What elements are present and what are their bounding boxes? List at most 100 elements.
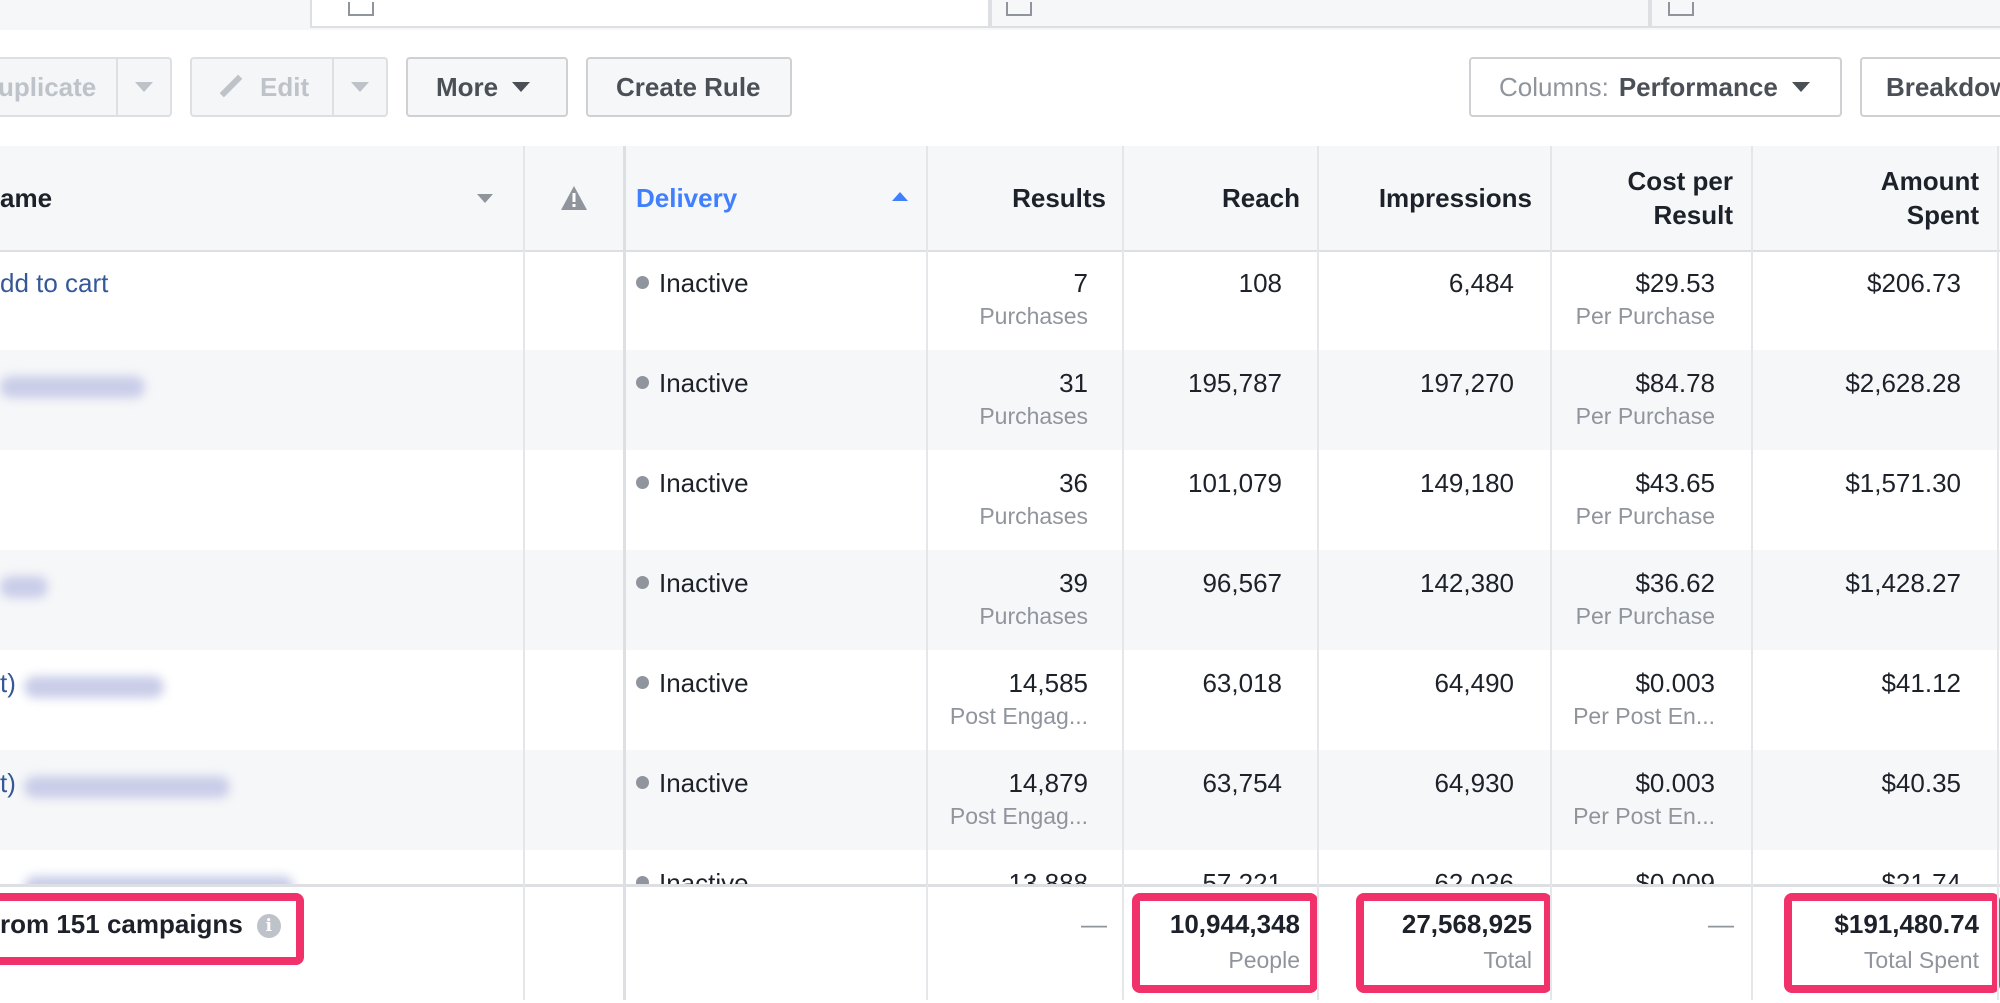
column-header-amount-spent[interactable]: Amount Spent (1753, 146, 1979, 250)
status-dot-icon (636, 676, 649, 689)
amount-spent-cell-value: $1,571.30 (1845, 468, 1961, 498)
chevron-down-icon (351, 82, 369, 92)
cost-per-result-cell-value: $84.78 (1635, 368, 1715, 398)
results-cell-sublabel: Post Engag... (949, 703, 1088, 729)
table-row[interactable]: Inactive 31 Purchases 195,787 197,270 $84.78 P… (0, 350, 2000, 450)
amount-spent-cell-value: $206.73 (1867, 268, 1961, 298)
columns-prefix: Columns: (1499, 71, 1609, 102)
amount-spent-cell: $40.35 (1753, 750, 1979, 850)
campaign-name-cell (0, 350, 523, 450)
campaign-name-cell-value[interactable]: dd to cart (0, 268, 109, 298)
status-dot-icon (636, 276, 649, 289)
reach-cell-value: 195,787 (1188, 368, 1282, 398)
impressions-cell: 142,380 (1319, 550, 1532, 650)
impressions-cell-value: 6,484 (1448, 268, 1514, 298)
totals-impressions: 27,568,925 (1401, 909, 1532, 939)
results-cell: 36 Purchases (928, 450, 1106, 550)
tab-ads[interactable] (1650, 0, 2000, 28)
table-row[interactable]: t) Inactive 14,585 Post Engag... 63,018 64,49… (0, 650, 2000, 750)
tab-ad-sets[interactable] (990, 0, 1650, 28)
results-cell-value: 7 (1073, 268, 1088, 298)
totals-spent: $191,480.74 (1834, 909, 1979, 939)
cost-per-result-cell-value: $36.62 (1635, 568, 1715, 598)
info-icon[interactable]: i (256, 914, 281, 938)
column-header-warning[interactable] (525, 146, 623, 250)
totals-spent-highlight (1784, 893, 2000, 993)
more-button[interactable]: More (406, 57, 568, 117)
delivery-status: Inactive (636, 368, 749, 399)
ad-tab-icon (1668, 2, 1694, 16)
redacted-name (0, 376, 145, 398)
table-row[interactable]: Inactive 36 Purchases 101,079 149,180 $43.65 P… (0, 450, 2000, 550)
reach-cell: 63,018 (1124, 650, 1300, 750)
amount-spent-cell-value: $40.35 (1881, 768, 1961, 798)
warning-icon (561, 186, 587, 210)
pencil-icon (218, 75, 242, 99)
duplicate-label: uplicate (0, 71, 97, 102)
impressions-cell-value: 64,930 (1434, 768, 1514, 798)
columns-dropdown[interactable]: Columns: Performance (1469, 57, 1842, 117)
column-header-delivery[interactable]: Delivery (636, 146, 926, 250)
table-row[interactable]: t) Inactive 14,879 Post Engag... 63,754 64,93… (0, 750, 2000, 850)
delivery-cell: Inactive (626, 550, 926, 650)
column-divider (1751, 146, 1753, 1000)
results-cell-value: 36 (1059, 468, 1088, 498)
amount-spent-cell-value: $41.12 (1881, 668, 1961, 698)
campaign-name-cell-value[interactable]: t) (0, 668, 16, 698)
create-rule-button[interactable]: Create Rule (586, 57, 792, 117)
impressions-cell-value: 149,180 (1420, 468, 1514, 498)
table-row[interactable]: Inactive 39 Purchases 96,567 142,380 $36.62 Pe… (0, 550, 2000, 650)
column-header-name-label: ame (0, 183, 53, 213)
delivery-status-text: Inactive (659, 568, 749, 598)
column-header-impressions[interactable]: Impressions (1319, 146, 1532, 250)
results-cell-value: 14,585 (1008, 668, 1088, 698)
delivery-status: Inactive (636, 768, 749, 799)
amount-spent-cell-value: $2,628.28 (1845, 368, 1961, 398)
campaign-name-cell-value[interactable]: t) (0, 768, 16, 798)
tab-campaigns[interactable] (310, 0, 990, 28)
delivery-status-text: Inactive (659, 368, 749, 398)
duplicate-dropdown-toggle[interactable] (116, 59, 170, 115)
duplicate-button[interactable]: uplicate (0, 57, 172, 117)
create-rule-label: Create Rule (616, 71, 761, 102)
column-header-name[interactable]: ame (0, 146, 523, 250)
delivery-cell: Inactive (626, 650, 926, 750)
status-dot-icon (636, 576, 649, 589)
cost-per-result-cell-sublabel: Per Purchase (1575, 403, 1715, 429)
delivery-status-text: Inactive (659, 268, 749, 298)
edit-button[interactable]: Edit (190, 57, 388, 117)
impressions-cell-value: 197,270 (1420, 368, 1514, 398)
totals-reach: 10,944,348 (1169, 909, 1300, 939)
delivery-status: Inactive (636, 568, 749, 599)
view-tab-strip (0, 0, 2000, 32)
column-header-cost-per-result[interactable]: Cost per Result (1552, 146, 1733, 250)
column-header-amount-label: Amount Spent (1881, 164, 1979, 232)
column-divider (1122, 146, 1124, 1000)
results-cell: 39 Purchases (928, 550, 1106, 650)
cost-per-result-cell-sublabel: Per Purchase (1575, 503, 1715, 529)
totals-reach-highlight (1132, 893, 1318, 993)
results-cell: 14,879 Post Engag... (928, 750, 1106, 850)
table-row[interactable]: dd to cart Inactive 7 Purchases 108 6,484 $29.… (0, 250, 2000, 350)
campaign-name-cell (0, 450, 523, 550)
reach-cell: 96,567 (1124, 550, 1300, 650)
sort-caret-icon[interactable] (477, 194, 493, 203)
breakdown-dropdown[interactable]: Breakdow (1860, 57, 2000, 117)
campaign-name-cell: t) (0, 750, 523, 850)
delivery-cell: Inactive (626, 250, 926, 350)
cost-per-result-cell-value: $29.53 (1635, 268, 1715, 298)
column-header-amount-line1: Amount (1880, 166, 1979, 196)
toolbar: uplicate Edit More Create Rule Columns: … (0, 30, 2000, 148)
column-header-reach[interactable]: Reach (1124, 146, 1300, 250)
reach-cell-value: 108 (1238, 268, 1282, 298)
chevron-down-icon (512, 82, 531, 92)
column-header-impressions-label: Impressions (1378, 183, 1532, 213)
column-header-results-label: Results (1012, 183, 1106, 213)
edit-dropdown-toggle[interactable] (332, 59, 386, 115)
cost-per-result-cell-value: $0.003 (1635, 668, 1715, 698)
column-header-results[interactable]: Results (928, 146, 1106, 250)
cost-per-result-cell: $36.62 Per Purchase (1552, 550, 1733, 650)
results-cell: 7 Purchases (928, 250, 1106, 350)
campaign-tab-icon (348, 2, 374, 16)
reach-cell-value: 96,567 (1202, 568, 1282, 598)
